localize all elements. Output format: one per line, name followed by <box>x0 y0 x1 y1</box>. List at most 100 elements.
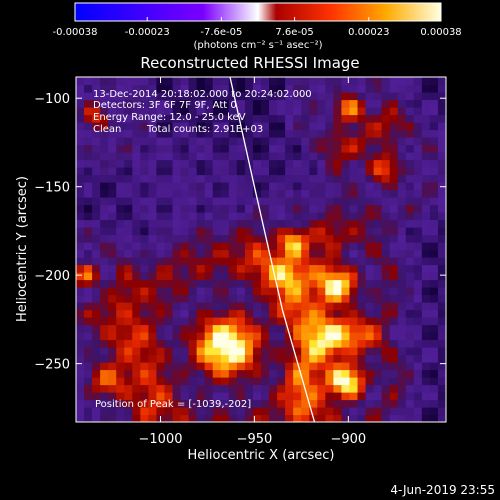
heatmap-cell <box>309 309 318 318</box>
heatmap-cell <box>397 279 407 288</box>
heatmap-cell <box>325 234 334 243</box>
heatmap-cell <box>413 264 423 273</box>
heatmap-cell <box>301 152 310 161</box>
heatmap-cell <box>156 317 166 326</box>
heatmap-cell <box>261 347 270 356</box>
heatmap-cell <box>365 122 375 131</box>
heatmap-cell <box>228 264 238 273</box>
heatmap-cell <box>413 332 423 341</box>
heatmap-cell <box>228 249 238 258</box>
heatmap-cell <box>132 324 141 333</box>
heatmap-cell <box>309 242 318 251</box>
heatmap-cell <box>349 354 359 363</box>
heatmap-cell <box>204 257 214 266</box>
x-tick-label: −900 <box>330 432 366 447</box>
heatmap-cell <box>228 77 238 86</box>
heatmap-cell <box>228 182 238 191</box>
heatmap-cell <box>309 347 318 356</box>
heatmap-cell <box>124 309 133 318</box>
heatmap-cell <box>228 339 238 348</box>
heatmap-cell <box>196 204 206 213</box>
heatmap-cell <box>373 369 383 378</box>
heatmap-cell <box>236 257 246 266</box>
heatmap-cell <box>212 114 222 123</box>
heatmap-cell <box>148 414 158 422</box>
heatmap-cell <box>317 144 326 153</box>
heatmap-cell <box>389 129 399 138</box>
heatmap-cell <box>212 249 222 258</box>
heatmap-cell <box>196 197 206 206</box>
heatmap-cell <box>180 294 190 303</box>
heatmap-cell <box>309 204 318 213</box>
heatmap-cell <box>140 99 149 108</box>
heatmap-cell <box>333 249 343 258</box>
heatmap-cell <box>148 332 158 341</box>
heatmap-cell <box>429 204 439 213</box>
heatmap-cell <box>437 317 446 326</box>
heatmap-cell <box>349 324 359 333</box>
heatmap-cell <box>252 317 262 326</box>
heatmap-cell <box>172 159 182 168</box>
heatmap-cell <box>317 317 326 326</box>
heatmap-cell <box>92 414 101 422</box>
heatmap-cell <box>204 129 214 138</box>
heatmap-cell <box>285 399 294 408</box>
heatmap-cell <box>156 167 166 176</box>
heatmap-cell <box>285 84 294 93</box>
heatmap-cell <box>293 204 302 213</box>
heatmap-cell <box>357 257 367 266</box>
heatmap-cell <box>365 159 375 168</box>
heatmap-cell <box>293 182 302 191</box>
heatmap-cell <box>236 272 246 281</box>
heatmap-cell <box>84 407 93 416</box>
heatmap-cell <box>309 324 318 333</box>
heatmap-cell <box>421 137 431 146</box>
heatmap-cell <box>293 362 302 371</box>
heatmap-cell <box>140 129 149 138</box>
heatmap-cell <box>421 144 431 153</box>
heatmap-cell <box>124 137 133 146</box>
heatmap-cell <box>389 354 399 363</box>
heatmap-cell <box>317 159 326 168</box>
heatmap-cell <box>220 339 230 348</box>
heatmap-cell <box>341 212 351 221</box>
heatmap-cell <box>148 159 158 168</box>
heatmap-cell <box>309 144 318 153</box>
heatmap-cell <box>228 197 238 206</box>
heatmap-cell <box>261 77 270 86</box>
heatmap-cell <box>349 197 359 206</box>
heatmap-cell <box>389 249 399 258</box>
heatmap-cell <box>156 99 166 108</box>
heatmap-cell <box>84 264 93 273</box>
heatmap-cell <box>341 249 351 258</box>
heatmap-cell <box>301 339 310 348</box>
heatmap-cell <box>365 302 375 311</box>
heatmap-cell <box>196 92 206 101</box>
heatmap-cell <box>301 302 310 311</box>
heatmap-cell <box>148 324 158 333</box>
heatmap-cell <box>188 137 198 146</box>
heatmap-cell <box>261 167 270 176</box>
heatmap-cell <box>333 354 343 363</box>
heatmap-cell <box>204 309 214 318</box>
heatmap-cell <box>148 339 158 348</box>
heatmap-cell <box>349 234 359 243</box>
heatmap-cell <box>212 144 222 153</box>
heatmap-cell <box>325 174 334 183</box>
heatmap-cell <box>204 362 214 371</box>
heatmap-cell <box>220 392 230 401</box>
heatmap-cell <box>92 219 101 228</box>
heatmap-cell <box>301 332 310 341</box>
heatmap-cell <box>204 107 214 116</box>
heatmap-cell <box>92 339 101 348</box>
heatmap-cell <box>204 287 214 296</box>
heatmap-cell <box>212 159 222 168</box>
heatmap-cell <box>389 317 399 326</box>
heatmap-cell <box>92 99 101 108</box>
heatmap-cell <box>349 189 359 198</box>
heatmap-cell <box>349 414 359 422</box>
heatmap-cell <box>389 122 399 131</box>
heatmap-cell <box>405 324 415 333</box>
heatmap-cell <box>301 122 310 131</box>
heatmap-cell <box>116 377 125 386</box>
